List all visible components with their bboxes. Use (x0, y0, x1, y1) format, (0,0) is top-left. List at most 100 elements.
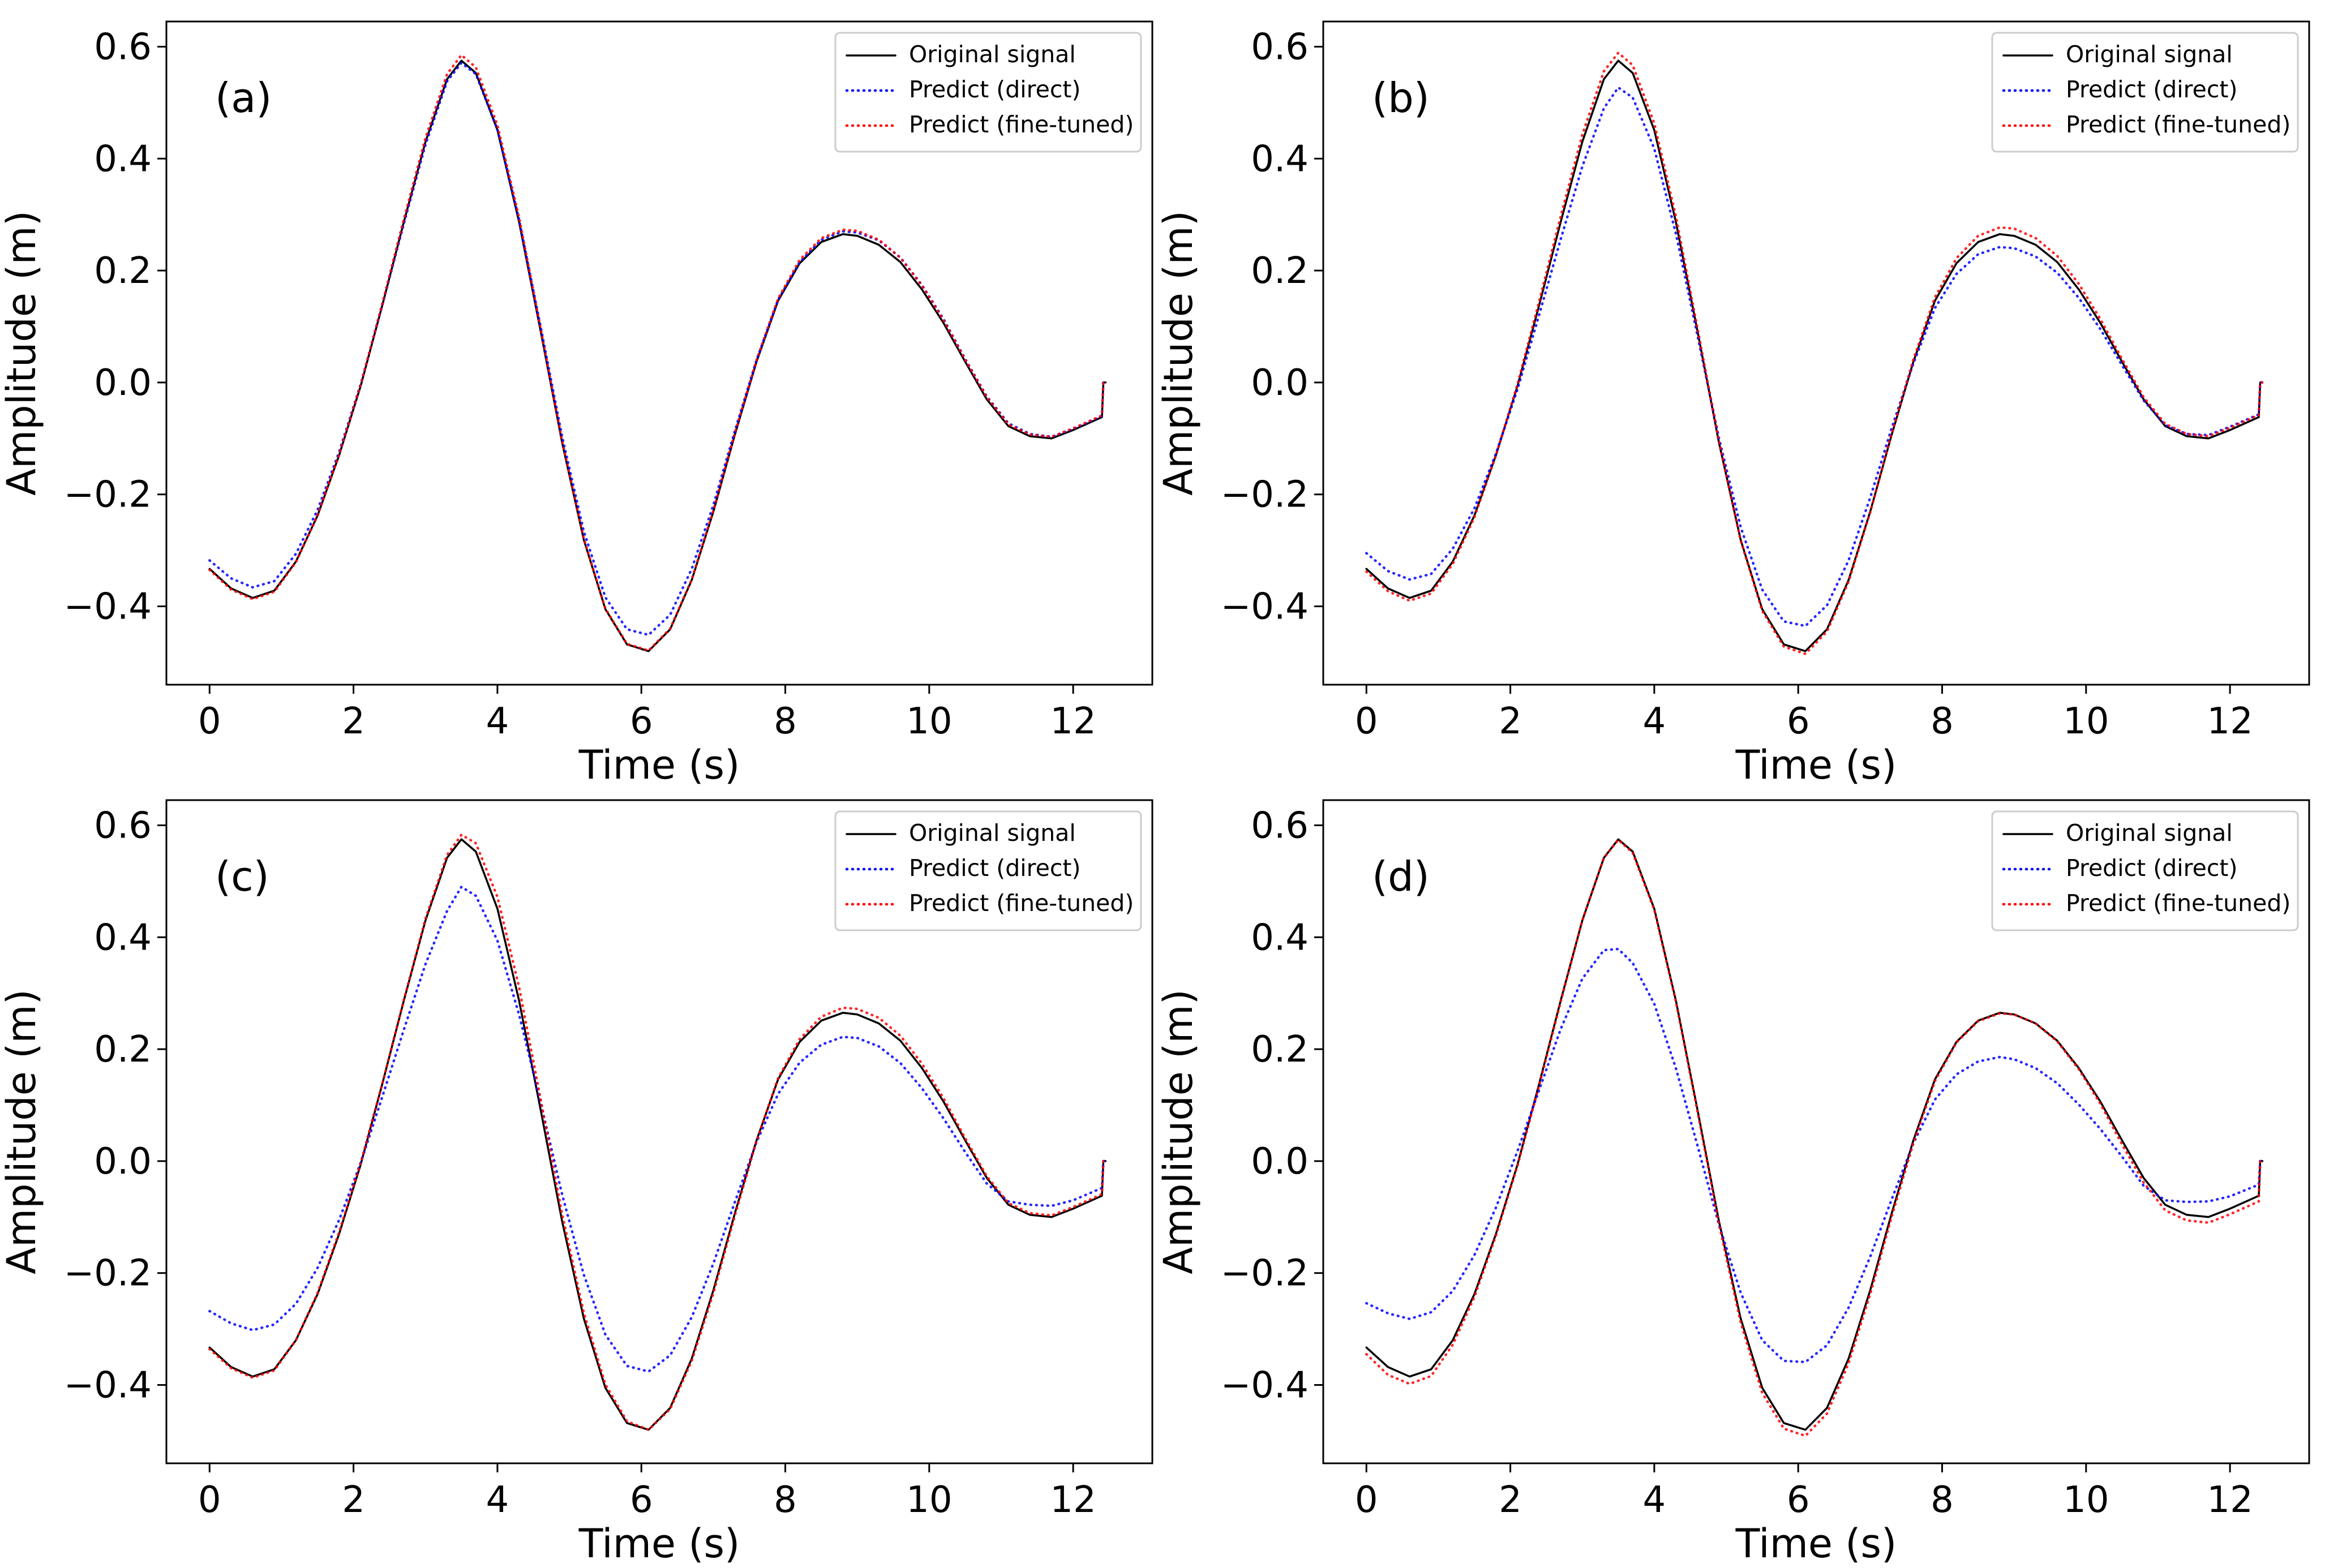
panel-label: (c) (215, 853, 269, 900)
chart-panel-b: 0 2 4 6 8 10 12 −0.4 −0.2 0.0 0.2 0.4 0.6 Time (s) Amp… (1155, 20, 2310, 788)
x-axis-label: Time (s) (1735, 1520, 1897, 1567)
legend-entry: Predict (direct) (909, 76, 1080, 103)
y-tick-label: 0.6 (94, 27, 152, 68)
legend-entry: Predict (direct) (2066, 854, 2237, 882)
y-tick-label: 0.4 (1251, 917, 1309, 959)
legend-entry: Predict (direct) (909, 854, 1080, 882)
x-tick-label: 12 (1050, 1479, 1096, 1521)
y-tick-label: −0.2 (1221, 474, 1309, 516)
x-tick-label: 6 (630, 1479, 653, 1521)
chart-panel-d: 0 2 4 6 8 10 12 −0.4 −0.2 0.0 0.2 0.4 0.6 Time (s) Amp… (1155, 799, 2310, 1567)
y-tick-label: 0.0 (94, 1141, 152, 1183)
panel-label: (b) (1372, 74, 1430, 122)
x-tick-label: 4 (1643, 1479, 1666, 1521)
y-tick-label: −0.4 (64, 586, 152, 628)
x-tick-label: 0 (198, 1479, 221, 1521)
legend-entry: Predict (direct) (2066, 76, 2237, 103)
y-tick-label: 0.4 (94, 138, 152, 180)
x-tick-label: 2 (342, 701, 365, 742)
x-tick-label: 12 (2207, 701, 2253, 742)
x-tick-label: 6 (630, 701, 653, 742)
x-tick-label: 8 (774, 701, 797, 742)
plot-frame (1322, 20, 2310, 686)
x-tick-label: 10 (906, 1479, 952, 1521)
legend: Original signal Predict (direct) Predict (… (834, 32, 1142, 153)
y-tick-label: −0.2 (1221, 1253, 1309, 1295)
x-axis-label: Time (s) (578, 742, 740, 788)
y-tick-label: −0.2 (64, 474, 152, 516)
y-tick-label: 0.4 (1251, 138, 1309, 180)
x-tick-label: 0 (198, 701, 221, 742)
legend-box (834, 32, 1142, 153)
y-tick-label: −0.4 (1221, 1365, 1309, 1407)
legend-entry: Original signal (909, 819, 1076, 847)
plot-frame (165, 799, 1153, 1464)
x-tick-label: 10 (2063, 1479, 2109, 1521)
y-axis-label: Amplitude (m) (1155, 211, 1202, 496)
panel-label: (d) (1372, 853, 1430, 900)
panel-label: (a) (215, 74, 272, 122)
x-tick-label: 4 (486, 1479, 509, 1521)
series-predict-direct (1365, 947, 2264, 1364)
legend: Original signal Predict (direct) Predict (… (834, 810, 1142, 931)
legend-box (1991, 810, 2299, 931)
chart-panel-a: 0 2 4 6 8 10 12 −0.4 −0.2 0.0 0.2 0.4 0.6 Time (s) Amp… (0, 20, 1153, 788)
legend-box (834, 810, 1142, 931)
series-predict-fine-tuned (208, 834, 1107, 1431)
y-tick-label: −0.4 (64, 1365, 152, 1407)
legend-box (1991, 32, 2299, 153)
legend-entry: Predict (fine-tuned) (909, 890, 1134, 917)
y-tick-label: 0.6 (1251, 27, 1309, 68)
y-tick-label: −0.4 (1221, 586, 1309, 628)
y-axis-label: Amplitude (m) (0, 989, 45, 1274)
x-axis-label: Time (s) (578, 1520, 740, 1567)
x-tick-label: 4 (1643, 701, 1666, 742)
legend: Original signal Predict (direct) Predict (… (1991, 32, 2299, 153)
chart-panel-c: 0 2 4 6 8 10 12 −0.4 −0.2 0.0 0.2 0.4 0.6 Time (s) Amp… (0, 799, 1153, 1567)
series-predict-direct (208, 886, 1107, 1373)
y-tick-label: 0.6 (1251, 805, 1309, 847)
x-tick-label: 6 (1787, 701, 1810, 742)
series-predict-direct (1365, 86, 2264, 628)
x-tick-label: 12 (1050, 701, 1096, 742)
x-tick-label: 0 (1355, 701, 1378, 742)
x-tick-label: 4 (486, 701, 509, 742)
y-tick-label: 0.0 (1251, 1141, 1309, 1183)
plot-frame (1322, 799, 2310, 1464)
series-group (208, 54, 1107, 652)
series-predict-fine-tuned (1365, 838, 2264, 1437)
series-group (1365, 838, 2264, 1437)
y-tick-label: 0.2 (94, 250, 152, 292)
x-tick-label: 10 (906, 701, 952, 742)
series-predict-fine-tuned (208, 54, 1107, 652)
y-axis-label: Amplitude (m) (1155, 989, 1202, 1274)
x-tick-label: 2 (1499, 1479, 1522, 1521)
y-tick-label: 0.0 (1251, 362, 1309, 404)
plot-frame (165, 20, 1153, 686)
y-tick-label: 0.4 (94, 917, 152, 959)
x-tick-label: 0 (1355, 1479, 1378, 1521)
x-tick-label: 2 (342, 1479, 365, 1521)
legend-entry: Predict (fine-tuned) (2066, 111, 2290, 138)
legend: Original signal Predict (direct) Predict (… (1991, 810, 2299, 931)
y-tick-label: 0.2 (94, 1029, 152, 1071)
series-group (1365, 51, 2264, 655)
legend-entry: Original signal (2066, 41, 2233, 68)
x-tick-label: 8 (1931, 701, 1954, 742)
x-tick-label: 6 (1787, 1479, 1810, 1521)
y-tick-label: 0.0 (94, 362, 152, 404)
y-tick-label: −0.2 (64, 1253, 152, 1295)
x-axis-label: Time (s) (1735, 742, 1897, 788)
legend-entry: Predict (fine-tuned) (2066, 890, 2290, 917)
x-tick-label: 12 (2207, 1479, 2253, 1521)
y-tick-label: 0.2 (1251, 1029, 1309, 1071)
x-tick-label: 8 (1931, 1479, 1954, 1521)
x-tick-label: 10 (2063, 701, 2109, 742)
y-tick-label: 0.6 (94, 805, 152, 847)
legend-entry: Predict (fine-tuned) (909, 111, 1134, 138)
series-group (208, 834, 1107, 1431)
x-tick-label: 8 (774, 1479, 797, 1521)
y-axis-label: Amplitude (m) (0, 211, 45, 496)
y-tick-label: 0.2 (1251, 250, 1309, 292)
